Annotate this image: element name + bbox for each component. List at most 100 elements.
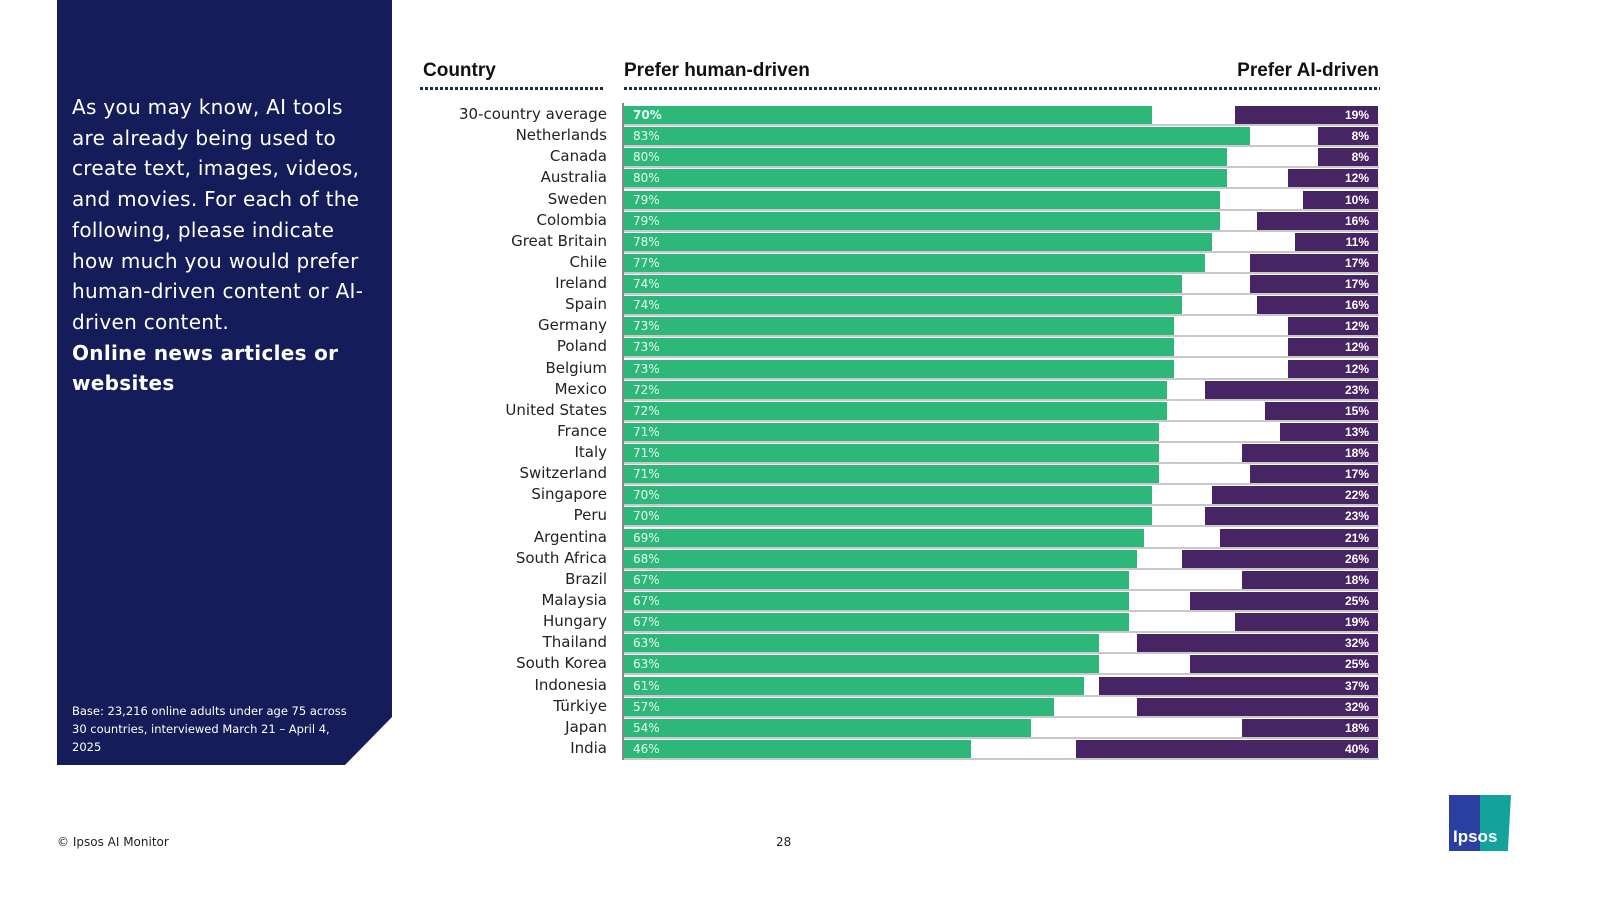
country-label: Japan [565,717,607,736]
human-value: 61% [633,678,660,693]
ai-value: 21% [1344,530,1369,545]
country-label: Thailand [542,633,607,652]
country-label: Switzerland [519,464,608,483]
human-value: 63% [633,636,660,651]
country-label: Belgium [545,358,608,377]
row-separator [624,145,1379,148]
ai-value: 18% [1344,720,1369,735]
ai-value: 15% [1344,403,1369,418]
country-label: Germany [538,316,607,335]
human-bar [624,549,1137,568]
human-bar [624,317,1175,336]
ipsos-logo: Ipsos [1449,795,1511,851]
human-bar [624,739,971,758]
human-bar [624,718,1032,737]
country-label: Malaysia [541,590,607,609]
country-label: Hungary [542,612,607,631]
human-value: 73% [633,340,660,355]
human-bar [624,190,1220,209]
ai-header: Prefer AI-driven [1237,60,1379,81]
human-bar [624,296,1182,315]
ai-value: 12% [1344,319,1369,334]
human-value: 71% [633,424,660,439]
row-separator [624,588,1379,591]
ai-value: 25% [1344,657,1369,672]
ai-value: 37% [1344,678,1369,693]
ai-bar [1287,169,1378,188]
human-value: 72% [633,403,660,418]
row-separator [624,229,1379,232]
country-label: 30-country average [458,105,607,123]
human-value: 74% [633,277,660,292]
human-bar [624,634,1100,653]
row-separator [624,250,1379,253]
row-separator [624,631,1379,634]
row-separator [624,314,1379,317]
country-label: Netherlands [515,126,607,145]
ai-bar [1234,613,1378,632]
human-value: 54% [633,720,660,735]
footer-source: © Ipsos AI Monitor [57,835,169,849]
human-value: 78% [633,234,660,249]
human-bar [624,169,1228,188]
country-label: Spain [565,295,607,314]
ai-bar [1076,739,1378,758]
ai-value: 17% [1344,277,1369,292]
human-value: 67% [633,615,660,630]
human-bar [624,507,1152,526]
row-separator [624,462,1379,465]
human-value: 71% [633,467,660,482]
ai-bar [1287,359,1378,378]
country-label: Indonesia [534,675,607,694]
row-separator [624,419,1379,422]
ai-bar [1287,338,1378,357]
ai-value: 17% [1344,255,1369,270]
country-label: Australia [540,168,607,187]
country-header: Country [423,60,496,81]
ai-value: 16% [1344,213,1369,228]
row-separator [624,546,1379,549]
row-separator [624,694,1379,697]
ai-value: 23% [1344,509,1369,524]
ai-value: 18% [1344,572,1369,587]
human-value: 70% [633,509,660,524]
human-value: 70% [633,488,660,503]
country-label: Türkiye [553,696,607,715]
row-separator [624,377,1379,380]
ai-bar [1317,148,1378,167]
row-separator [624,356,1379,359]
human-value: 77% [633,255,660,270]
country-label: United States [505,400,607,419]
ai-value: 16% [1344,298,1369,313]
country-label: Poland [556,337,607,356]
row-separator [624,166,1379,169]
ai-bar [1302,190,1378,209]
ai-bar [1317,127,1378,146]
ai-bar [1249,275,1378,294]
ai-value: 10% [1344,192,1369,207]
country-label: Italy [574,443,607,462]
human-value: 69% [633,530,660,545]
human-bar [624,380,1167,399]
ai-bar [1242,718,1378,737]
human-value: 73% [633,319,660,334]
page-number: 28 [776,835,792,849]
row-separator [624,293,1379,296]
row-separator [624,271,1379,274]
country-label: Canada [549,147,607,166]
ai-bar [1181,549,1378,568]
country-label: India [570,738,607,757]
country-label: South Africa [515,548,607,567]
question-body: As you may know, AI tools are already be… [72,95,364,334]
row-separator [624,736,1379,739]
human-bar [624,106,1152,124]
human-bar [624,655,1100,674]
chart-axis [622,103,624,760]
human-bar [624,359,1175,378]
logo-text: Ipsos [1453,827,1498,846]
country-label: Chile [569,252,607,271]
row-separator [624,504,1379,507]
human-value: 83% [633,129,660,144]
ai-bar [1234,106,1378,124]
ai-bar [1204,380,1378,399]
